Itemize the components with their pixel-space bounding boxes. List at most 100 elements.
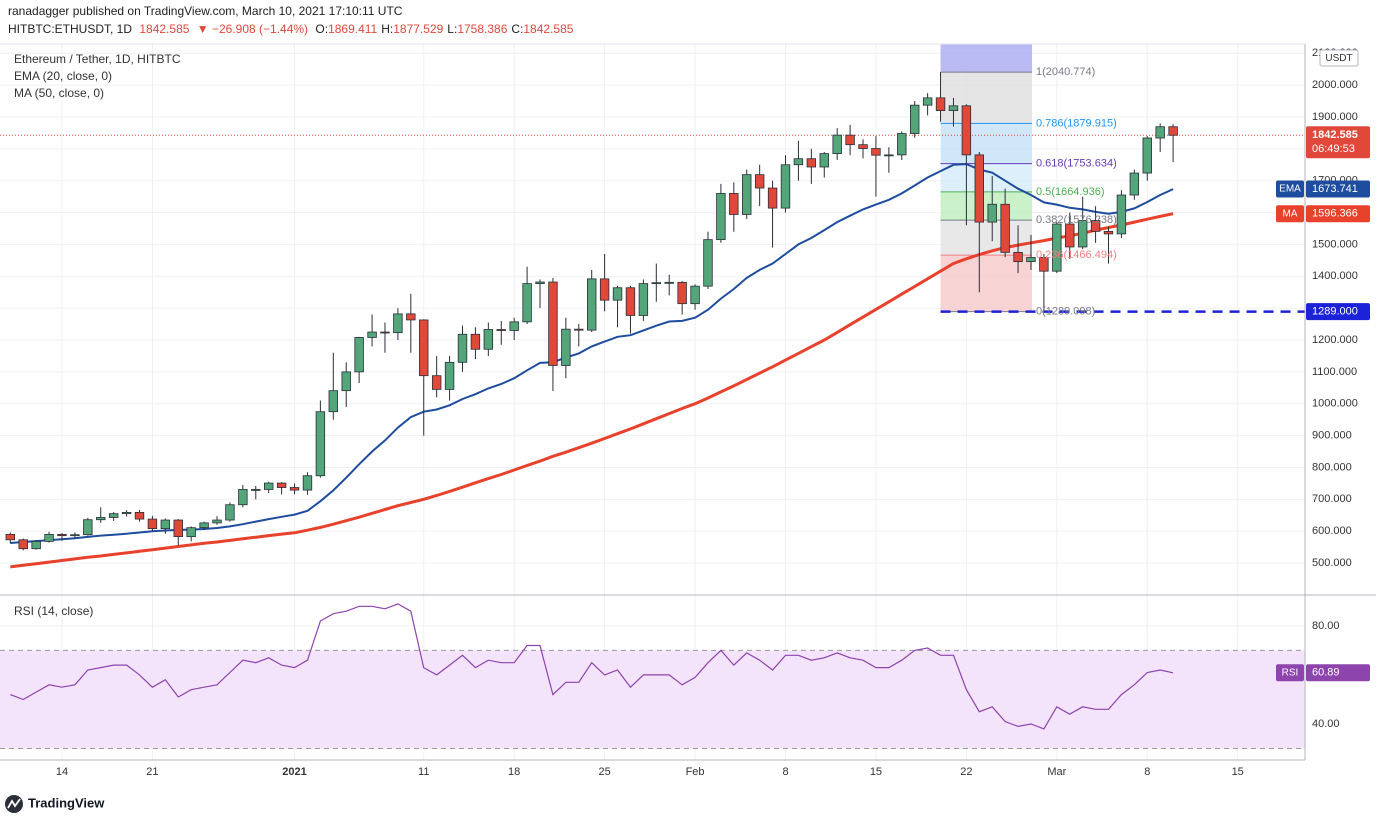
rsi-value-tag-tag: RSI <box>1282 667 1299 678</box>
x-tick-label: 15 <box>870 766 882 778</box>
candle-body <box>134 511 145 520</box>
y-tick-label: 800.000 <box>1312 461 1352 473</box>
candle-body <box>871 148 881 156</box>
candle-body <box>431 375 442 390</box>
candle-body <box>1013 251 1023 263</box>
candle-body <box>444 361 455 390</box>
x-tick-label: Feb <box>686 766 705 778</box>
ohlc-label: C: <box>511 22 524 36</box>
candle-body <box>96 517 106 521</box>
candle-body <box>754 174 765 189</box>
fib-zone <box>940 191 1032 221</box>
candle-body <box>108 513 119 518</box>
candle-body <box>922 97 933 106</box>
candle-body <box>225 504 235 521</box>
series-value-tag-tag: MA <box>1283 208 1298 219</box>
x-tick-label: Mar <box>1047 766 1066 778</box>
series-value-tag-tag-bg <box>1276 205 1304 223</box>
y-tick-label: 600.000 <box>1312 525 1352 537</box>
series-value-tag-tag: EMA <box>1279 184 1301 195</box>
rsi-value-tag-tag-bg <box>1276 664 1304 682</box>
candle-body <box>561 328 571 366</box>
y-tick-label: 40.00 <box>1312 718 1340 730</box>
candle-body <box>806 158 817 168</box>
candle-body <box>212 519 222 524</box>
indicator-line <box>10 603 1174 730</box>
x-tick-label: 2021 <box>282 766 306 778</box>
candle-body <box>5 533 16 541</box>
candle-body <box>1026 257 1036 263</box>
candle-body <box>147 518 158 530</box>
x-tick-label: 22 <box>960 766 972 778</box>
candle-body <box>186 527 196 538</box>
candle-body <box>716 193 726 241</box>
candle-body <box>974 154 985 223</box>
x-tick-label: 25 <box>598 766 610 778</box>
y-tick-label: 1900.000 <box>1312 111 1358 123</box>
unit-badge: USDT <box>1325 53 1352 64</box>
candle-body <box>1142 137 1152 174</box>
candle-body <box>57 533 67 537</box>
fib-label: 1(2040.774) <box>1036 66 1095 78</box>
candle-body <box>1000 203 1010 253</box>
candle-body <box>522 283 532 323</box>
price-axis-bg <box>1305 44 1376 760</box>
ohlc-label: L: <box>447 22 458 36</box>
x-tick-label: 11 <box>418 766 429 778</box>
x-tick-label: 14 <box>56 766 68 778</box>
candle-body <box>328 390 339 413</box>
candle-body <box>1039 257 1049 272</box>
fib-zone <box>940 255 1032 312</box>
candle-body <box>1168 126 1178 136</box>
last-price-tag: 1842.585 <box>1312 129 1358 141</box>
candle-body <box>18 539 28 550</box>
candle-body <box>961 105 972 156</box>
candle-body <box>948 105 959 111</box>
candle-body <box>44 533 54 542</box>
candle-body <box>625 287 636 316</box>
candle-body <box>574 328 584 331</box>
candle-body <box>457 333 468 363</box>
candle-body <box>1077 220 1088 248</box>
candle-body <box>1090 220 1101 232</box>
y-tick-label: 500.000 <box>1312 557 1352 569</box>
candle-body <box>354 337 364 373</box>
candle-body <box>1103 230 1114 235</box>
candle-body <box>31 540 41 550</box>
candle-body <box>742 174 752 215</box>
fib-label: 0.236(1466.494) <box>1036 249 1117 261</box>
candle-body <box>858 144 868 149</box>
candle-body <box>470 333 481 350</box>
candle-body <box>935 97 946 111</box>
series-value-tag: 1596.366 <box>1312 208 1358 220</box>
y-tick-label: 700.000 <box>1312 493 1352 505</box>
candle-body <box>690 285 700 305</box>
fib-zone <box>940 44 1032 73</box>
candle-body <box>251 489 261 491</box>
candle-body <box>70 534 80 537</box>
candle-body <box>897 133 907 156</box>
candle-body <box>1155 126 1165 139</box>
ohlc-value: 1869.411 <box>328 22 378 36</box>
fib-label: 0.5(1664.936) <box>1036 186 1105 198</box>
change: ▼ −26.908 (−1.44%) <box>196 22 309 36</box>
x-tick-label: 21 <box>146 766 158 778</box>
candle-body <box>535 281 545 285</box>
candle-body <box>276 482 287 488</box>
candle-body <box>393 313 403 334</box>
hline-tag-bg <box>1306 303 1370 321</box>
y-tick-label: 1100.000 <box>1312 366 1357 378</box>
fib-zone <box>940 72 1032 124</box>
candle-body <box>651 282 662 285</box>
series-value-tag-tag-bg <box>1276 180 1304 198</box>
legend-entry: MA (50, close, 0) <box>14 86 104 100</box>
publisher: ranadagger published on TradingView.com,… <box>8 4 403 18</box>
x-tick-label: 8 <box>782 766 788 778</box>
legend-entry: EMA (20, close, 0) <box>14 69 112 83</box>
candle-body <box>263 482 274 490</box>
fib-zone <box>940 163 1032 192</box>
candle-body <box>819 153 829 168</box>
ohlc-label: O: <box>315 22 329 36</box>
ohlc-value: 1842.585 <box>523 22 574 36</box>
